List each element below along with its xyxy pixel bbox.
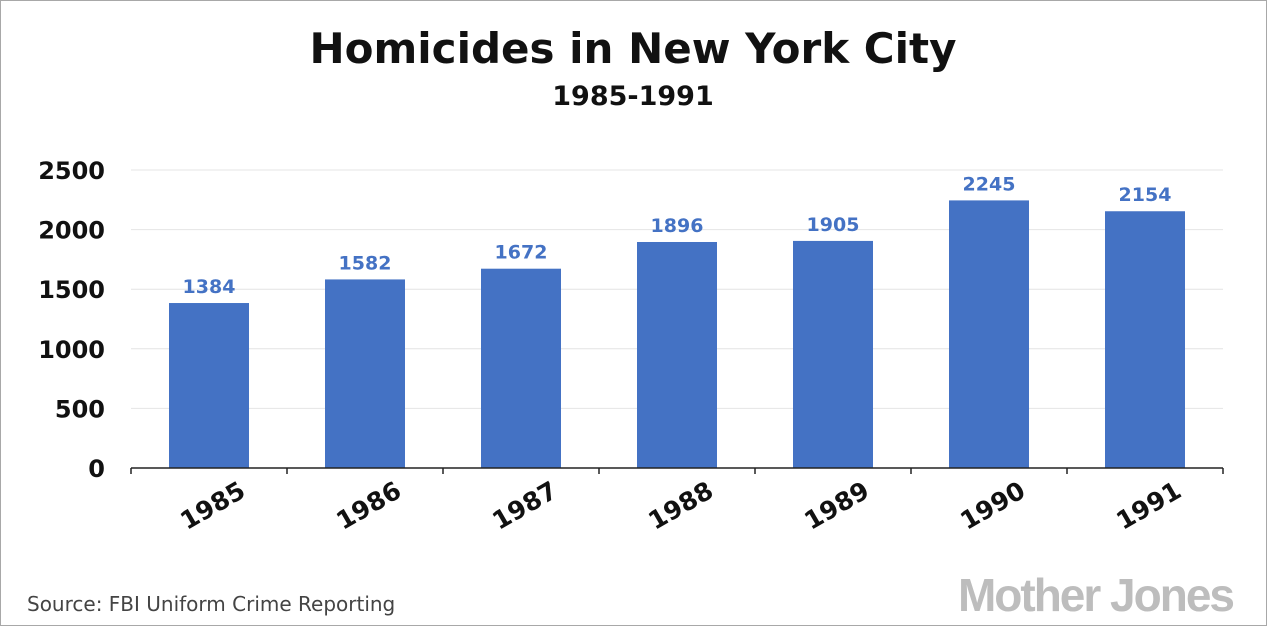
chart-title: Homicides in New York City — [310, 24, 957, 73]
y-tick-label: 500 — [55, 395, 105, 423]
bars — [169, 200, 1185, 468]
y-tick-label: 1500 — [38, 276, 105, 304]
data-label: 1905 — [807, 214, 860, 236]
bar-1991 — [1105, 211, 1185, 468]
x-tick-label: 1985 — [175, 476, 250, 536]
data-labels: 1384 1582 1672 1896 1905 2245 2154 — [183, 173, 1172, 298]
chart-subtitle: 1985-1991 — [552, 81, 714, 112]
data-label: 1896 — [651, 215, 704, 237]
bar-1988 — [637, 241, 717, 468]
bar-1986 — [325, 279, 405, 468]
data-label: 2245 — [963, 173, 1016, 195]
bar-1985 — [169, 303, 249, 468]
data-label: 2154 — [1119, 184, 1172, 206]
x-tick-label: 1989 — [799, 476, 874, 536]
x-tick-label: 1991 — [1111, 476, 1186, 536]
bar-1987 — [481, 268, 561, 468]
bar-1989 — [793, 240, 873, 468]
y-axis-ticks: 0 500 1000 1500 2000 2500 — [38, 157, 105, 483]
mother-jones-logo: Mother Jones — [958, 569, 1233, 621]
x-tick-label: 1986 — [331, 476, 406, 536]
y-tick-label: 0 — [88, 455, 105, 483]
data-label: 1384 — [183, 276, 236, 298]
bar-1990 — [949, 200, 1029, 468]
x-tick-label: 1987 — [487, 476, 562, 536]
x-tick-label: 1990 — [955, 476, 1030, 536]
source-note: Source: FBI Uniform Crime Reporting — [27, 592, 395, 616]
x-axis-ticks: 1985 1986 1987 1988 1989 1990 1991 — [130, 468, 1224, 536]
y-tick-label: 2500 — [38, 157, 105, 185]
y-tick-label: 1000 — [38, 336, 105, 364]
y-tick-label: 2000 — [38, 217, 105, 245]
data-label: 1672 — [495, 242, 548, 264]
x-tick-label: 1988 — [643, 476, 718, 536]
data-label: 1582 — [339, 252, 392, 274]
